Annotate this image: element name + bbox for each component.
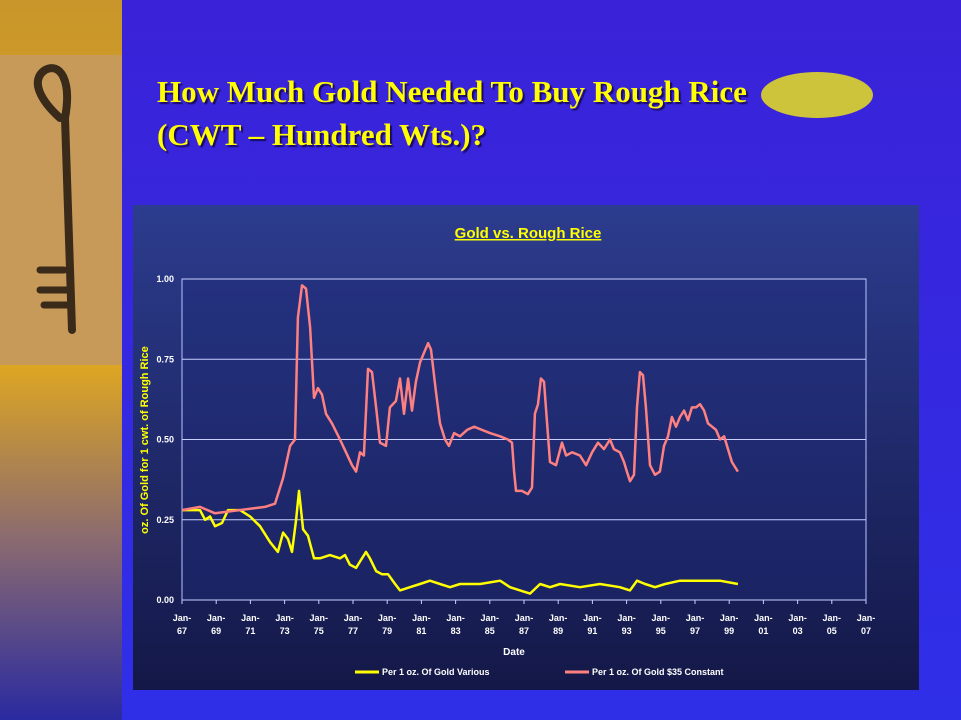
x-tick-label: Jan-77: [340, 612, 366, 638]
slide-title: How Much Gold Needed To Buy Rough Rice (…: [157, 70, 797, 156]
y-tick-label: 0.00: [156, 595, 174, 605]
slide: Gold vs. Rough Rice Date oz. Of Gold for…: [0, 0, 961, 720]
x-tick-label: Jan-85: [477, 612, 503, 638]
x-tick-label: Jan-07: [853, 612, 879, 638]
x-tick-label: Jan-03: [785, 612, 811, 638]
x-tick-label: Jan-87: [511, 612, 537, 638]
x-tick-label: Jan-73: [272, 612, 298, 638]
y-tick-label: 0.75: [156, 354, 174, 364]
x-tick-label: Jan-83: [443, 612, 469, 638]
legend-label: Per 1 oz. Of Gold Various: [382, 667, 490, 677]
x-tick-label: Jan-97: [682, 612, 708, 638]
x-tick-label: Jan-71: [237, 612, 263, 638]
x-tick-label: Jan-95: [648, 612, 674, 638]
chart-title: Gold vs. Rough Rice: [455, 225, 602, 242]
x-tick-label: Jan-89: [545, 612, 571, 638]
legend-label: Per 1 oz. Of Gold $35 Constant: [592, 667, 724, 677]
x-tick-label: Jan-99: [716, 612, 742, 638]
x-tick-label: Jan-05: [819, 612, 845, 638]
key-photo: [0, 55, 122, 365]
y-tick-label: 0.25: [156, 515, 174, 525]
x-tick-label: Jan-67: [169, 612, 195, 638]
x-tick-label: Jan-91: [579, 612, 605, 638]
x-tick-label: Jan-93: [614, 612, 640, 638]
x-tick-label: Jan-75: [306, 612, 332, 638]
y-axis-title: oz. Of Gold for 1 cwt. of Rough Rice: [139, 346, 151, 534]
x-tick-label: Jan-79: [374, 612, 400, 638]
y-tick-label: 0.50: [156, 435, 174, 445]
x-axis-title: Date: [503, 647, 525, 658]
x-tick-label: Jan-69: [203, 612, 229, 638]
x-tick-label: Jan-81: [408, 612, 434, 638]
x-tick-label: Jan-01: [750, 612, 776, 638]
y-tick-label: 1.00: [156, 274, 174, 284]
